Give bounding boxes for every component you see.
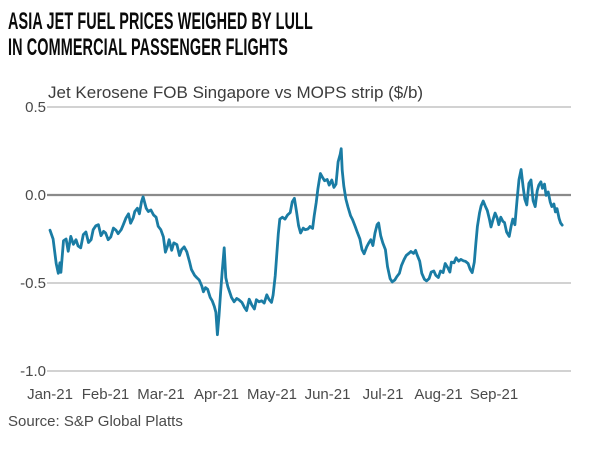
x-tick-label: Apr-21 — [194, 386, 239, 403]
chart-title-line-2: IN COMMERCIAL PASSENGER FLIGHTS — [8, 34, 289, 61]
chart-title: ASIA JET FUEL PRICES WEIGHED BY LULL IN … — [8, 9, 313, 61]
y-tick-label: -1.0 — [20, 363, 46, 380]
x-tick-label: May-21 — [247, 386, 297, 403]
chart-title-line-1: ASIA JET FUEL PRICES WEIGHED BY LULL — [8, 8, 313, 35]
source-note: Source: S&P Global Platts — [8, 413, 183, 430]
y-tick-label: -0.5 — [20, 275, 46, 292]
x-tick-label: Jul-21 — [363, 386, 404, 403]
x-tick-label: Sep-21 — [470, 386, 518, 403]
price-line — [48, 147, 564, 337]
x-tick-label: Mar-21 — [137, 386, 185, 403]
x-tick-label: Jun-21 — [305, 386, 351, 403]
x-tick-label: Feb-21 — [82, 386, 130, 403]
x-tick-label: Jan-21 — [27, 386, 73, 403]
y-tick-label: 0.0 — [25, 187, 46, 204]
chart-subtitle: Jet Kerosene FOB Singapore vs MOPS strip… — [48, 83, 424, 102]
y-tick-label: 0.5 — [25, 99, 46, 116]
x-tick-label: Aug-21 — [414, 386, 462, 403]
